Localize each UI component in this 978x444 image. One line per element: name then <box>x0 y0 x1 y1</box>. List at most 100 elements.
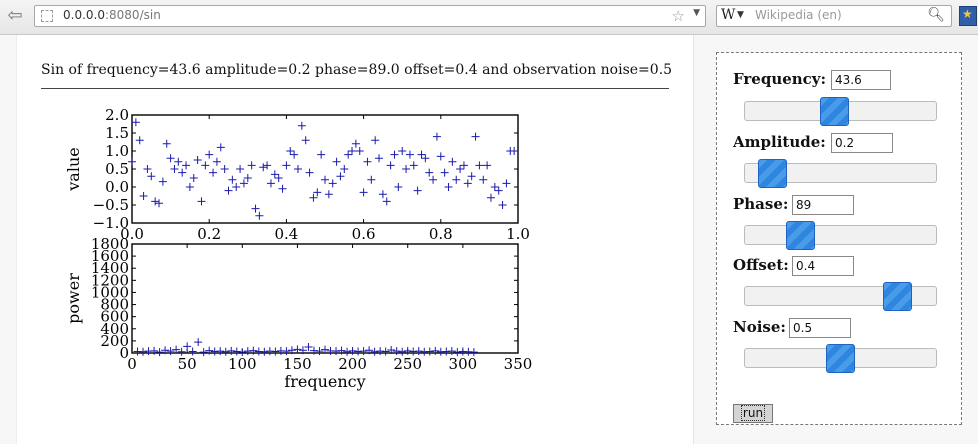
frequency-input[interactable] <box>831 70 891 90</box>
power-data-point <box>150 346 159 355</box>
power-xtick-label: 350 <box>504 355 533 373</box>
offset-slider-thumb[interactable] <box>882 282 912 311</box>
amplitude-slider[interactable] <box>744 159 937 188</box>
site-identity-icon[interactable] <box>41 10 53 22</box>
power-data-point <box>309 346 318 355</box>
bookmark-star-icon[interactable]: ☆ <box>671 7 685 25</box>
value-data-point <box>490 183 499 191</box>
value-data-point <box>359 188 368 197</box>
value-data-point <box>409 161 418 170</box>
power-axes-frame <box>131 243 519 354</box>
url-text[interactable]: 0.0.0.0:8080/sin <box>63 8 161 22</box>
power-xtick-label: 0 <box>127 355 137 373</box>
value-data-point <box>301 136 310 145</box>
value-data-point <box>151 197 160 206</box>
value-data-point <box>402 165 411 173</box>
power-xlabel: frequency <box>284 372 365 391</box>
search-bar[interactable]: W ▼ Wikipedia (en) 🔍︎ <box>716 5 952 27</box>
value-data-point <box>463 179 472 188</box>
frequency-slider-thumb[interactable] <box>819 97 849 126</box>
amplitude-slider-thumb[interactable] <box>757 159 787 188</box>
value-data-point <box>436 152 445 161</box>
value-data-point <box>486 193 495 202</box>
power-data-point <box>232 347 241 356</box>
browser-toolbar: ⇦ 0.0.0.0:8080/sin ☆ ▼ W ▼ Wikipedia (en… <box>0 0 978 35</box>
value-data-point <box>444 183 453 191</box>
phase-slider-thumb[interactable] <box>785 221 815 250</box>
power-data-point <box>398 347 407 356</box>
power-data-point <box>414 347 423 356</box>
power-ytick-label: 1200 <box>91 271 129 289</box>
value-data-point <box>371 136 380 145</box>
value-data-point <box>143 165 152 173</box>
value-data-point <box>367 175 376 184</box>
value-data-point <box>197 197 206 206</box>
phase-input[interactable] <box>792 195 854 215</box>
value-data-point <box>178 168 187 177</box>
power-ytick-label: 400 <box>100 320 129 338</box>
value-data-point <box>459 161 468 170</box>
run-button[interactable]: run <box>733 404 773 423</box>
value-ytick-label: 0.0 <box>105 178 129 196</box>
value-data-point <box>259 163 268 172</box>
noise-slider-thumb[interactable] <box>826 344 855 373</box>
value-ytick-label: −1.0 <box>93 214 129 232</box>
power-data-point <box>271 347 280 356</box>
value-data-point <box>467 172 476 181</box>
address-bar[interactable]: 0.0.0.0:8080/sin ☆ ▼ <box>34 5 706 27</box>
value-data-point <box>429 175 438 184</box>
power-data-point <box>348 346 357 355</box>
back-arrow-icon[interactable]: ⇦ <box>7 5 23 26</box>
offset-input[interactable] <box>792 256 854 276</box>
wikipedia-logo-icon[interactable]: W <box>721 7 736 23</box>
offset-slider[interactable] <box>744 282 937 311</box>
search-engine-dropdown-icon[interactable]: ▼ <box>737 10 744 20</box>
plot-figure: −1.0−0.50.00.51.01.52.00.0 0.2 0.4 0.6 0.8 1.… <box>64 106 533 391</box>
value-data-point <box>263 161 272 170</box>
value-data-point <box>212 157 221 166</box>
value-data-point <box>170 165 179 173</box>
value-data-point <box>425 168 434 177</box>
power-data-point <box>365 346 374 355</box>
search-icon[interactable]: 🔍︎ <box>927 7 945 23</box>
value-data-point <box>158 177 167 186</box>
bookmarks-icon[interactable] <box>959 6 977 26</box>
power-xtick-label: 300 <box>449 355 478 373</box>
value-data-point <box>332 157 341 166</box>
value-data-point <box>293 165 302 173</box>
url-host: 0.0.0.0 <box>63 8 105 22</box>
power-data-point <box>293 345 302 354</box>
power-data-point <box>332 347 341 356</box>
value-ytick-label: 1.5 <box>105 124 129 142</box>
search-input[interactable]: Wikipedia (en) <box>755 8 842 22</box>
value-data-point <box>317 150 326 159</box>
amplitude-input[interactable] <box>831 133 893 153</box>
value-data-point <box>162 139 171 148</box>
url-dropdown-icon[interactable]: ▼ <box>693 8 700 18</box>
phase-slider[interactable] <box>744 221 937 250</box>
value-data-point <box>209 168 218 177</box>
power-data-point <box>161 346 170 355</box>
value-data-point <box>475 161 484 170</box>
value-data-point <box>479 175 488 184</box>
power-ytick-label: 1800 <box>91 235 129 253</box>
value-data-point <box>340 165 349 173</box>
url-path: :8080/sin <box>104 8 161 22</box>
value-data-point <box>336 172 345 181</box>
value-data-point <box>266 179 275 188</box>
power-data-point <box>155 348 164 357</box>
power-data-point <box>425 347 434 356</box>
power-data-point <box>447 347 456 356</box>
power-xtick-label: 250 <box>393 355 422 373</box>
power-data-point <box>469 348 478 357</box>
noise-input[interactable] <box>789 318 851 338</box>
value-data-point <box>220 165 229 173</box>
value-data-point <box>139 192 148 200</box>
frequency-slider[interactable] <box>744 97 937 126</box>
value-data-point <box>174 157 183 166</box>
noise-slider[interactable] <box>744 344 937 373</box>
value-data-point <box>131 118 140 127</box>
power-ytick-label: 800 <box>100 296 129 314</box>
value-data-point <box>236 165 245 173</box>
run-button-label: run <box>740 405 766 421</box>
